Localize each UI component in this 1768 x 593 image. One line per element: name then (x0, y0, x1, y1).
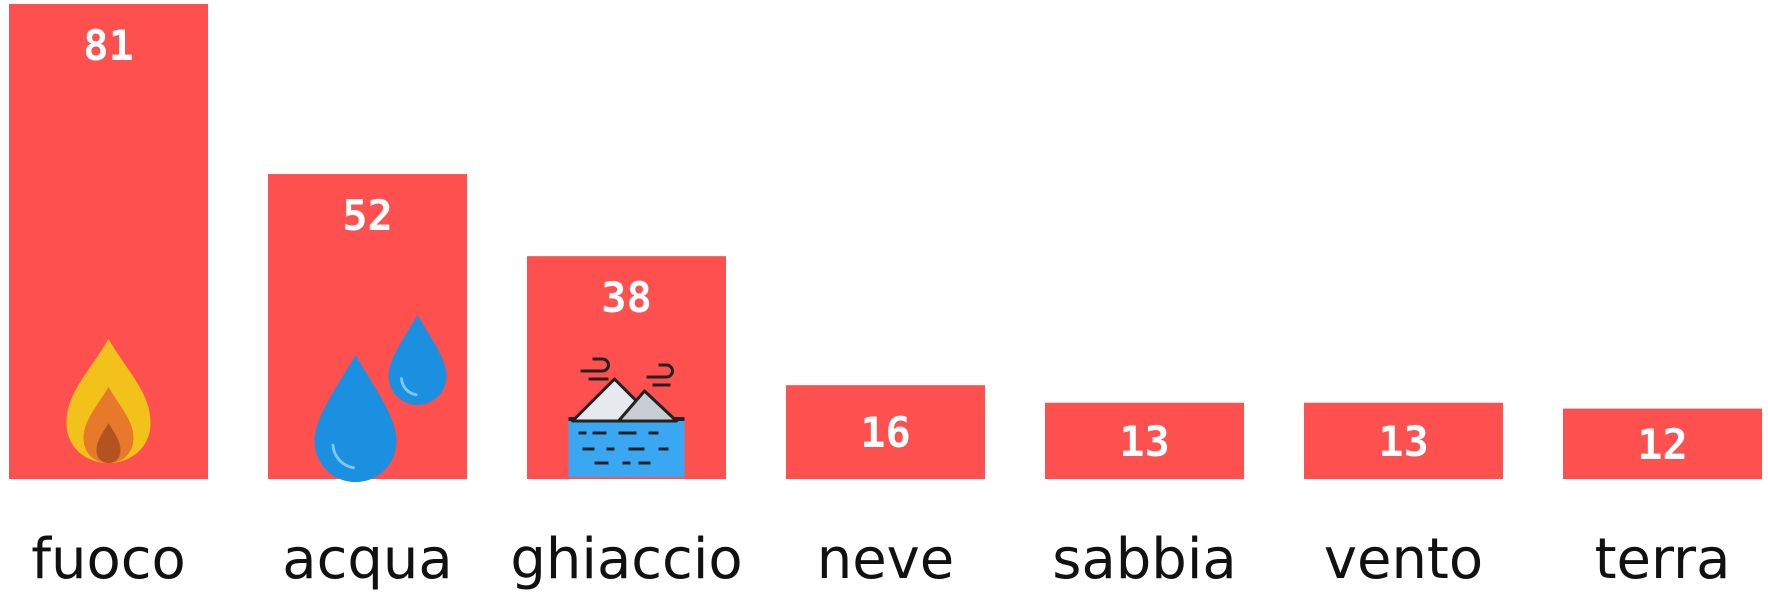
bar-group-ghiaccio: 38 ghiaccio (510, 256, 743, 592)
category-label: acqua (282, 527, 452, 592)
category-label: ghiaccio (510, 527, 742, 592)
category-label: fuoco (31, 527, 186, 592)
bar-value-label: 52 (342, 191, 393, 240)
flame-icon (66, 339, 151, 463)
bar-value-label: 81 (83, 21, 134, 70)
bar-value-label: 13 (1119, 417, 1170, 466)
bar (786, 385, 985, 479)
water-drops-icon (314, 315, 447, 483)
bar-group-vento: 13 vento (1304, 402, 1503, 592)
bar-value-label: 16 (860, 408, 911, 457)
bar (1304, 402, 1503, 479)
bar-group-terra: 12 terra (1563, 408, 1762, 592)
bar-value-label: 38 (601, 273, 652, 322)
bar-group-fuoco: 81 fuoco (9, 4, 208, 592)
iceberg-icon (568, 357, 685, 477)
category-label: neve (817, 527, 955, 592)
bar (1563, 408, 1762, 479)
category-label: sabbia (1052, 527, 1236, 592)
bar-group-sabbia: 13 sabbia (1045, 402, 1244, 592)
bar-value-label: 12 (1637, 420, 1688, 469)
bar (1045, 402, 1244, 479)
bar-group-neve: 16 neve (786, 385, 985, 592)
bar-value-label: 13 (1378, 417, 1429, 466)
category-label: terra (1595, 527, 1731, 592)
category-label: vento (1324, 527, 1483, 592)
bar-group-acqua: 52 acqua (268, 174, 467, 592)
